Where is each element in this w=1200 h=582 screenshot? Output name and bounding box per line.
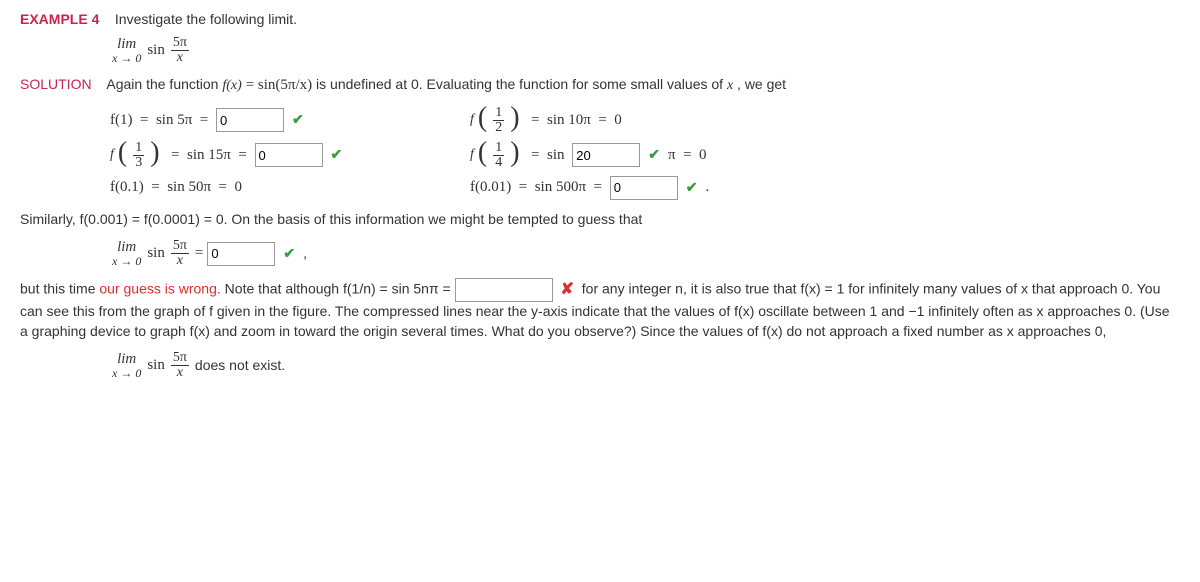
limit-operator: lim x → 0	[112, 240, 141, 267]
answer-input-f001[interactable]	[610, 176, 678, 200]
intro-a: Again the function	[106, 76, 222, 92]
frac-num: 1	[133, 141, 144, 156]
similarly-para: Similarly, f(0.001) = f(0.0001) = 0. On …	[20, 210, 1180, 230]
lim-approach: x → 0	[112, 367, 141, 379]
example-label: EXAMPLE 4	[20, 11, 99, 27]
fraction-1-4: 1 4	[493, 141, 504, 170]
comma: ,	[303, 244, 307, 264]
final-limit-expression: lim x → 0 sin 5π x does not exist.	[110, 351, 1180, 380]
frac-den: x	[175, 254, 185, 268]
var-x: x	[727, 78, 733, 93]
lim-text: lim	[117, 37, 136, 52]
example-header: EXAMPLE 4 Investigate the following limi…	[20, 10, 1180, 30]
main-paragraph: but this time our guess is wrong. Note t…	[20, 278, 1180, 341]
answer-input-f14[interactable]	[572, 143, 640, 167]
eval-row-1: f(1) = sin 5π = ✔ f ( 1 2 ) = sin 10π = …	[110, 106, 1180, 135]
check-icon: ✔	[331, 145, 343, 165]
frac-num: 5π	[171, 36, 189, 51]
check-icon: ✔	[686, 178, 698, 198]
mid-limit-expression: lim x → 0 sin 5π x = ✔ ,	[110, 239, 1180, 268]
limit-operator: lim x → 0	[112, 352, 141, 379]
mid-text: Similarly, f(0.001) = f(0.0001) = 0. On …	[20, 211, 642, 227]
frac-den: 3	[133, 156, 144, 170]
frac-num: 5π	[171, 351, 189, 366]
answer-input-f13[interactable]	[255, 143, 323, 167]
wrong-guess: our guess is wrong.	[99, 281, 220, 297]
frac-den: 2	[493, 121, 504, 135]
answer-input-limit[interactable]	[207, 242, 275, 266]
f-of: f	[470, 110, 474, 130]
fraction-5pi-x: 5π x	[171, 351, 189, 380]
check-icon: ✔	[292, 110, 304, 130]
fraction-5pi-x: 5π x	[171, 239, 189, 268]
lim-approach: x → 0	[112, 255, 141, 267]
fraction-1-2: 1 2	[493, 106, 504, 135]
frac-den: x	[175, 366, 185, 380]
f12-rhs: = sin 10π = 0	[524, 110, 622, 131]
intro-b: is undefined at 0. Evaluating the functi…	[316, 76, 727, 92]
answer-input-f1[interactable]	[216, 108, 284, 132]
fx: f(x)	[222, 78, 241, 93]
sin-fn: sin	[147, 243, 165, 264]
f01-lhs: f(0.1) = sin 50π = 0	[110, 177, 242, 198]
p1: but this time	[20, 281, 99, 297]
check-icon: ✔	[283, 244, 295, 264]
f14-tail: π = 0	[668, 145, 707, 166]
f001-pre: f(0.01) = sin 500π =	[470, 177, 606, 198]
top-limit-expression: lim x → 0 sin 5π x	[110, 36, 1180, 65]
answer-input-sin5npi[interactable]	[455, 278, 553, 302]
fraction-1-3: 1 3	[133, 141, 144, 170]
eq-sin: = sin(5π/x)	[246, 77, 312, 93]
frac-den: x	[175, 51, 185, 65]
solution-intro: SOLUTION Again the function f(x) = sin(5…	[20, 75, 1180, 96]
eval-row-3: f(0.1) = sin 50π = 0 f(0.01) = sin 500π …	[110, 176, 1180, 200]
lim-text: lim	[117, 240, 136, 255]
frac-num: 1	[493, 141, 504, 156]
p2: Note that although f(1/n) = sin 5nπ =	[225, 281, 455, 297]
limit-operator: lim x → 0	[112, 37, 141, 64]
frac-num: 1	[493, 106, 504, 121]
frac-den: 4	[493, 156, 504, 170]
fraction-5pi-x: 5π x	[171, 36, 189, 65]
cross-icon: ✘	[560, 281, 573, 298]
equals: =	[195, 243, 203, 264]
prompt-text: Investigate the following limit.	[115, 11, 297, 27]
lim-approach: x → 0	[112, 52, 141, 64]
lim-text: lim	[117, 352, 136, 367]
sin-fn: sin	[147, 355, 165, 376]
check-icon: ✔	[648, 145, 660, 165]
frac-num: 5π	[171, 239, 189, 254]
f-of: f	[110, 145, 114, 165]
intro-tail: , we get	[737, 76, 786, 92]
f-of: f	[470, 145, 474, 165]
solution-label: SOLUTION	[20, 76, 92, 92]
f14-pre: = sin	[524, 145, 569, 166]
period: .	[705, 177, 709, 198]
f13-lhs: = sin 15π =	[164, 145, 251, 166]
eval-row-2: f ( 1 3 ) = sin 15π = ✔ f ( 1 4 ) = sin …	[110, 141, 1180, 170]
f1-lhs: f(1) = sin 5π =	[110, 110, 212, 131]
sin-fn: sin	[147, 40, 165, 61]
does-not-exist: does not exist.	[195, 356, 285, 376]
